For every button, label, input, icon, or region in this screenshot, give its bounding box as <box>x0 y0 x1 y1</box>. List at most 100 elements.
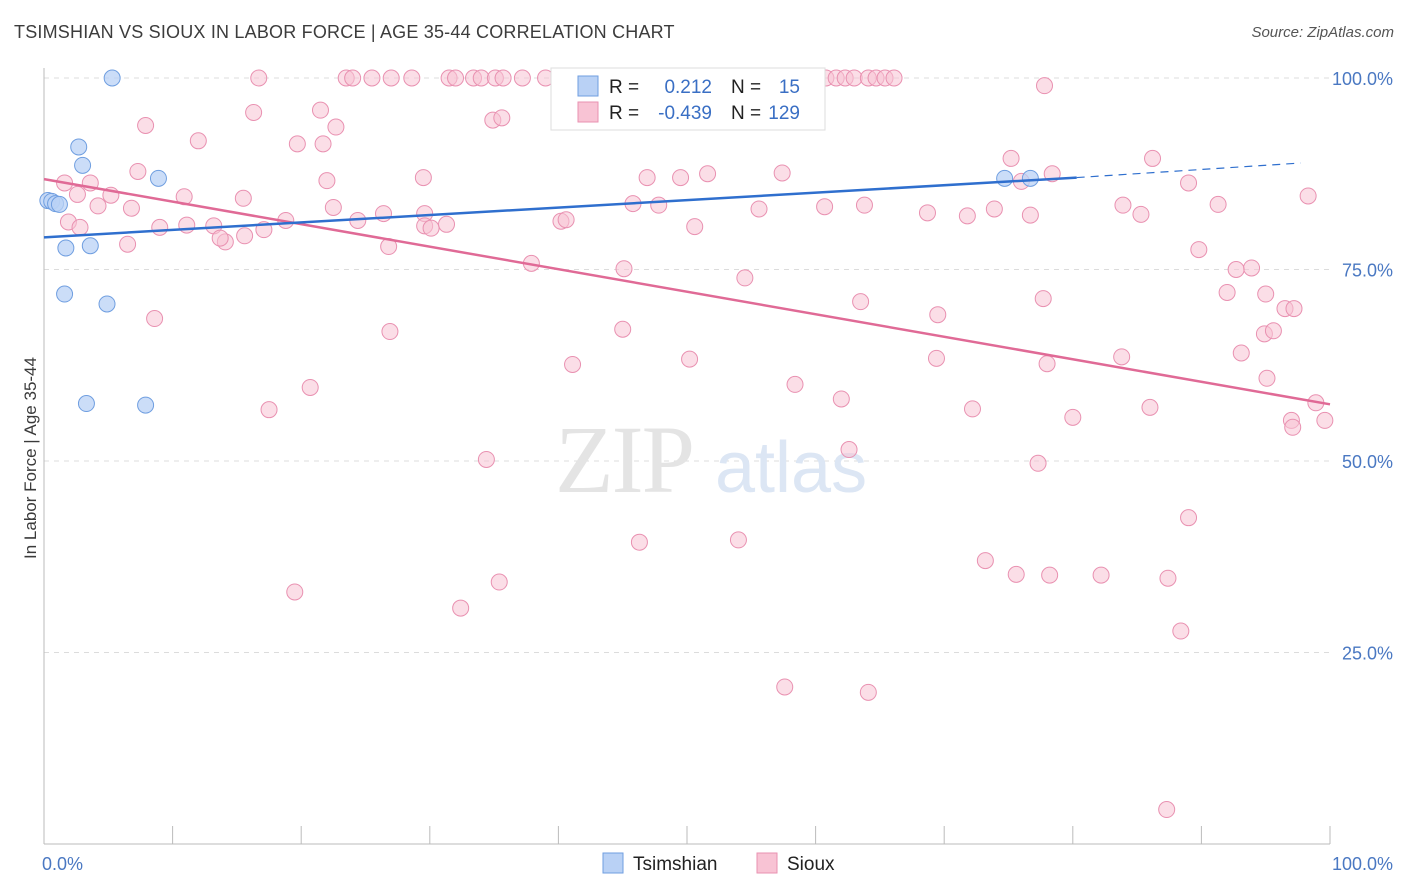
sioux-point-5 <box>403 69 421 87</box>
sioux-point-44 <box>773 164 791 182</box>
sioux-point-43 <box>699 165 717 183</box>
sioux-point-23 <box>885 69 903 87</box>
sioux-point-98 <box>852 293 870 311</box>
sioux-point-102 <box>146 310 164 328</box>
sioux-point-136 <box>490 573 508 591</box>
sioux-point-4 <box>382 69 400 87</box>
tsimshian-point-9 <box>81 237 99 255</box>
sioux-point-28 <box>493 109 511 127</box>
sioux-point-89 <box>1243 259 1261 277</box>
legend-r-label-sioux: R = <box>609 103 639 124</box>
sioux-point-130 <box>729 531 747 549</box>
sioux-point-32 <box>137 116 155 134</box>
sioux-point-48 <box>1299 187 1317 205</box>
sioux-point-140 <box>776 678 794 696</box>
sioux-point-2 <box>344 69 362 87</box>
legend-n-value-tsimshian: 15 <box>779 77 800 98</box>
sioux-point-85 <box>1021 206 1039 224</box>
sioux-point-19 <box>845 69 863 87</box>
sioux-trend-line <box>43 177 1331 406</box>
sioux-point-62 <box>855 196 873 214</box>
tsimshian-point-15 <box>1021 169 1039 187</box>
legend-n-value-sioux: 129 <box>768 103 800 124</box>
sioux-point-39 <box>318 172 336 190</box>
sioux-point-61 <box>816 198 834 216</box>
sioux-point-47 <box>1180 174 1198 192</box>
sioux-point-59 <box>650 196 668 214</box>
sioux-point-3 <box>363 69 381 87</box>
sioux-point-121 <box>1258 369 1276 387</box>
chart-title: TSIMSHIAN VS SIOUX IN LABOR FORCE | AGE … <box>14 22 675 42</box>
sioux-point-52 <box>234 189 252 207</box>
trend-lines <box>43 162 1331 406</box>
sioux-point-35 <box>1144 149 1162 167</box>
sioux-point-79 <box>438 215 456 233</box>
sioux-point-120 <box>1064 408 1082 426</box>
tsimshian-point-2 <box>74 156 92 174</box>
sioux-point-66 <box>1209 195 1227 213</box>
sioux-point-119 <box>840 441 858 459</box>
watermark: ZIP atlas <box>555 406 867 513</box>
sioux-point-141 <box>859 683 877 701</box>
sioux-point-82 <box>211 229 229 247</box>
sioux-point-142 <box>1158 801 1176 819</box>
sioux-point-92 <box>1218 283 1236 301</box>
tsimshian-points <box>39 69 1039 414</box>
sioux-point-31 <box>189 132 207 150</box>
sioux-point-104 <box>614 320 632 338</box>
bottom-legend-swatch-tsimshian <box>602 852 624 874</box>
sioux-point-68 <box>71 218 89 236</box>
sioux-point-25 <box>245 103 263 121</box>
tsimshian-trend-line <box>43 176 1077 239</box>
legend-n-label-sioux: N = <box>731 103 761 124</box>
source-label: Source: ZipAtlas.com <box>1251 24 1394 41</box>
tsimshian-point-12 <box>77 395 95 413</box>
sioux-point-135 <box>1159 569 1177 587</box>
y-tick-label-75: 75.0% <box>1342 261 1393 281</box>
sioux-point-115 <box>1141 398 1159 416</box>
sioux-point-78 <box>557 211 575 229</box>
sioux-point-114 <box>963 400 981 418</box>
tsimshian-point-1 <box>70 138 88 156</box>
sioux-point-108 <box>1232 344 1250 362</box>
sioux-point-134 <box>1092 566 1110 584</box>
sioux-point-131 <box>976 552 994 570</box>
x-tick-labels: 0.0% 100.0% <box>42 854 1393 874</box>
sioux-point-117 <box>301 378 319 396</box>
sioux-point-107 <box>1038 355 1056 373</box>
sioux-point-41 <box>638 169 656 187</box>
sioux-point-87 <box>1132 205 1150 223</box>
sioux-point-26 <box>311 101 329 119</box>
tsimshian-point-0 <box>103 69 121 87</box>
watermark-atlas: atlas <box>715 428 867 508</box>
tsimshian-point-14 <box>996 169 1014 187</box>
y-axis-label: In Labor Force | Age 35-44 <box>21 357 40 559</box>
sioux-point-139 <box>1172 622 1190 640</box>
sioux-point-125 <box>1316 411 1334 429</box>
legend-r-label-tsimshian: R = <box>609 77 639 98</box>
sioux-point-106 <box>927 349 945 367</box>
watermark-zip: ZIP <box>555 406 693 513</box>
sioux-point-97 <box>929 306 947 324</box>
sioux-point-29 <box>288 135 306 153</box>
sioux-point-105 <box>681 350 699 368</box>
sioux-point-9 <box>472 69 490 87</box>
bottom-legend: Tsimshian Sioux <box>602 852 835 875</box>
sioux-point-7 <box>447 69 465 87</box>
sioux-point-64 <box>958 207 976 225</box>
sioux-point-110 <box>1264 322 1282 340</box>
sioux-point-36 <box>129 162 147 180</box>
y-tick-label-25: 25.0% <box>1342 644 1393 664</box>
sioux-point-49 <box>68 185 86 203</box>
sioux-point-86 <box>985 200 1003 218</box>
bottom-legend-label-tsimshian: Tsimshian <box>633 854 717 875</box>
sioux-point-111 <box>786 375 804 393</box>
sioux-points <box>56 69 1334 819</box>
sioux-point-80 <box>236 227 254 245</box>
sioux-point-90 <box>1190 241 1208 259</box>
sioux-point-63 <box>918 204 936 222</box>
sioux-point-118 <box>564 355 582 373</box>
x-tick-label-0: 0.0% <box>42 854 83 874</box>
legend-r-value-tsimshian: 0.212 <box>664 77 712 98</box>
